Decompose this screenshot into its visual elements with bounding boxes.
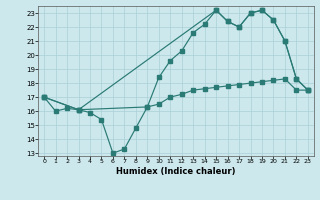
- X-axis label: Humidex (Indice chaleur): Humidex (Indice chaleur): [116, 167, 236, 176]
